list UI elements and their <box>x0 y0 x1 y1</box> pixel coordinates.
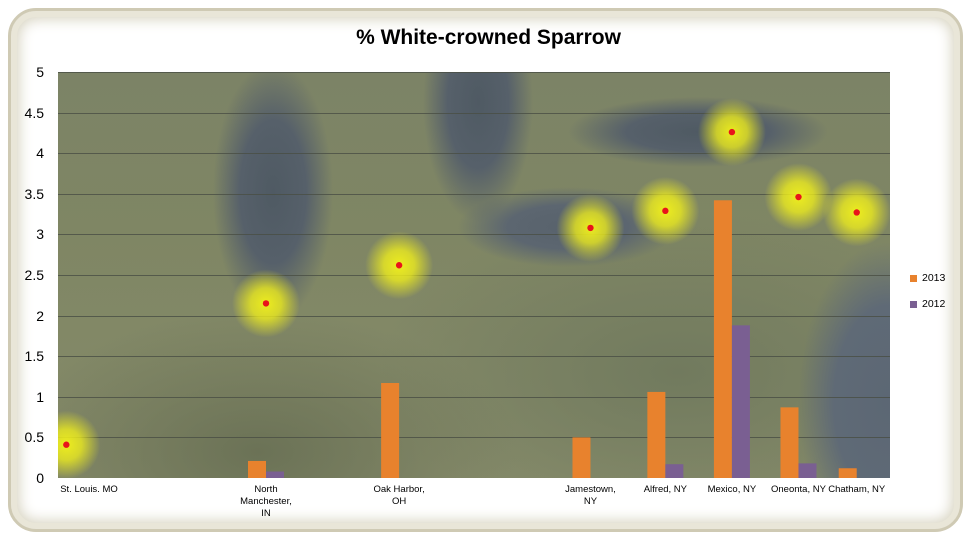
marker-dot <box>662 207 669 215</box>
bar-2013 <box>572 437 591 478</box>
x-tick-label: St. Louis. MO <box>60 484 118 495</box>
y-tick-label: 1.5 <box>24 348 44 365</box>
x-tick-label: Alfred, NY <box>643 484 687 495</box>
marker-dot <box>262 300 270 307</box>
plot-area <box>58 72 890 478</box>
y-tick-label: 1 <box>36 388 44 405</box>
y-tick-label: 3 <box>36 226 44 243</box>
bar-2013 <box>248 460 266 478</box>
y-tick-label: 0 <box>36 470 44 486</box>
legend-item-2013: 2013 <box>910 272 970 286</box>
x-tick-label: Chatham, NY <box>828 484 886 495</box>
plot-svg <box>58 72 890 478</box>
marker-dot <box>728 128 736 136</box>
bar-2013 <box>647 391 666 478</box>
marker-dot <box>853 209 860 216</box>
y-tick-label: 4 <box>36 145 44 162</box>
y-tick-label: 2.5 <box>24 267 44 283</box>
y-tick-label: 3.5 <box>24 185 44 202</box>
legend-label-2012: 2012 <box>922 298 946 310</box>
bar-2012 <box>665 464 684 478</box>
bar-2012 <box>731 325 750 478</box>
bar-2013 <box>381 382 400 478</box>
y-tick-label: 2 <box>36 307 44 324</box>
bar-2013 <box>838 468 857 478</box>
x-tick-label: Jamestown, NY <box>565 484 616 507</box>
y-tick-label: 4.5 <box>24 104 44 121</box>
y-tick-label: 0.5 <box>24 429 44 446</box>
marker-dot <box>63 441 70 448</box>
marker-dot <box>587 224 594 232</box>
chart-title: % White-crowned Sparrow <box>356 26 621 49</box>
marker-glow <box>58 410 101 478</box>
bar-2012 <box>266 471 284 478</box>
legend-label-2013: 2013 <box>922 272 946 284</box>
marker-dot <box>795 193 802 201</box>
x-tick-label: Mexico, NY <box>707 484 757 495</box>
legend-item-2012: 2012 <box>910 298 970 312</box>
y-tick-label: 5 <box>36 64 44 80</box>
legend-swatch-2012 <box>910 301 917 308</box>
marker-dot <box>395 262 403 269</box>
bar-2013 <box>780 407 799 478</box>
x-tick-label: Oneonta, NY <box>771 484 826 495</box>
bar-2012 <box>798 463 817 478</box>
x-tick-label: Oak Harbor, OH <box>373 484 425 507</box>
bar-2013 <box>713 200 732 478</box>
x-tick-label: North Manchester, IN <box>240 484 292 519</box>
legend-swatch-2013 <box>910 275 917 282</box>
